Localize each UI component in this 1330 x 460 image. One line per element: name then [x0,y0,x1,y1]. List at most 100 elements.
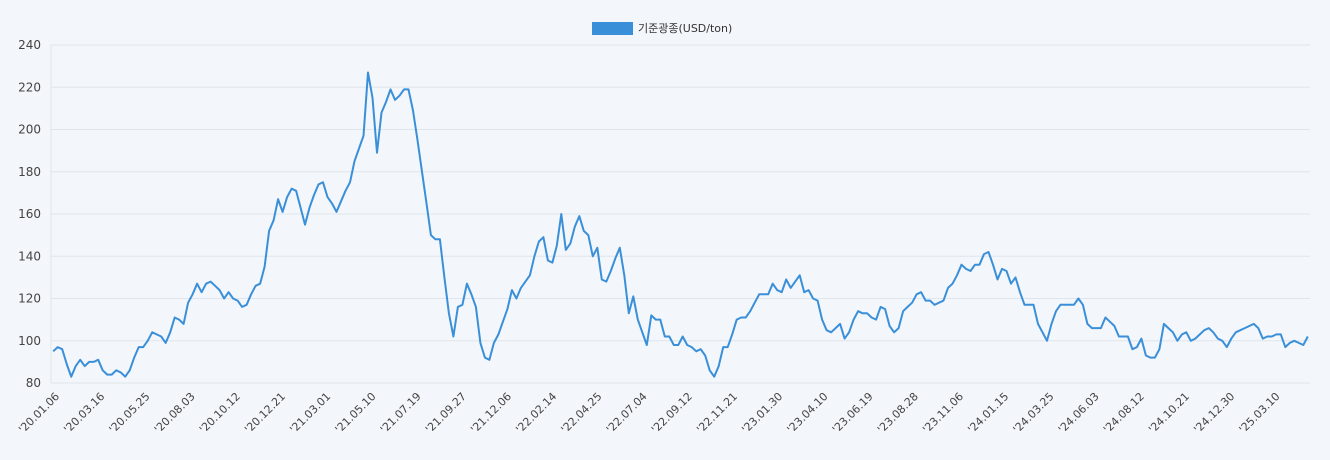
data-point[interactable] [846,329,852,335]
data-point[interactable] [437,236,443,242]
data-point[interactable] [666,334,672,340]
data-point[interactable] [1192,336,1198,342]
data-point[interactable] [495,331,501,337]
data-point[interactable] [370,95,376,101]
data-point[interactable] [284,194,290,200]
data-point[interactable] [73,363,79,369]
data-point[interactable] [450,334,456,340]
data-point[interactable] [1075,296,1081,302]
data-point[interactable] [959,262,965,268]
data-point[interactable] [1102,315,1108,321]
data-point[interactable] [77,357,83,363]
data-point[interactable] [329,200,335,206]
data-point[interactable] [293,188,299,194]
data-point[interactable] [837,321,843,327]
data-point[interactable] [158,334,164,340]
data-point[interactable] [131,355,137,361]
data-point[interactable] [441,274,447,280]
data-point[interactable] [244,302,250,308]
data-point[interactable] [1255,325,1261,331]
data-point[interactable] [1282,344,1288,350]
data-point[interactable] [468,291,474,297]
data-point[interactable] [819,317,825,323]
data-point[interactable] [576,213,582,219]
data-point[interactable] [1053,308,1059,314]
data-point[interactable] [1165,325,1171,331]
data-point[interactable] [163,340,169,346]
data-point[interactable] [747,308,753,314]
data-point[interactable] [945,285,951,291]
data-point[interactable] [325,194,331,200]
data-point[interactable] [1071,302,1077,308]
data-point[interactable] [280,209,286,215]
data-point[interactable] [459,302,465,308]
data-point[interactable] [1049,321,1055,327]
data-point[interactable] [338,198,344,204]
data-point[interactable] [675,342,681,348]
data-point[interactable] [954,272,960,278]
data-point[interactable] [689,344,695,350]
data-point[interactable] [406,86,412,92]
data-point[interactable] [909,300,915,306]
data-point[interactable] [590,253,596,259]
data-point[interactable] [743,315,749,321]
data-point[interactable] [1084,321,1090,327]
data-point[interactable] [644,342,650,348]
data-point[interactable] [527,272,533,278]
data-point[interactable] [257,281,263,287]
data-point[interactable] [1008,281,1014,287]
data-point[interactable] [1206,325,1212,331]
data-point[interactable] [1228,336,1234,342]
data-point[interactable] [887,323,893,329]
data-point[interactable] [167,329,173,335]
data-point[interactable] [554,243,560,249]
data-point[interactable] [995,277,1001,283]
data-point[interactable] [900,308,906,314]
data-point[interactable] [1251,321,1257,327]
data-point[interactable] [419,169,425,175]
data-point[interactable] [464,281,470,287]
data-point[interactable] [181,321,187,327]
data-point[interactable] [226,289,232,295]
data-point[interactable] [1017,289,1023,295]
data-point[interactable] [986,249,992,255]
data-point[interactable] [100,367,106,373]
data-point[interactable] [729,331,735,337]
data-point[interactable] [176,317,182,323]
data-point[interactable] [140,344,146,350]
data-point[interactable] [1305,334,1311,340]
data-point[interactable] [1035,321,1041,327]
data-point[interactable] [127,367,133,373]
data-point[interactable] [770,281,776,287]
data-point[interactable] [1031,302,1037,308]
data-point[interactable] [383,99,389,105]
data-point[interactable] [208,279,214,285]
data-point[interactable] [1174,338,1180,344]
data-point[interactable] [549,260,555,266]
data-point[interactable] [648,312,654,318]
data-point[interactable] [1138,336,1144,342]
data-point[interactable] [500,319,506,325]
data-point[interactable] [1111,323,1117,329]
data-point[interactable] [95,357,101,363]
data-point[interactable] [473,304,479,310]
data-point[interactable] [415,137,421,143]
data-point[interactable] [828,329,834,335]
data-point[interactable] [221,296,227,302]
data-point[interactable] [698,346,704,352]
data-point[interactable] [968,268,974,274]
data-point[interactable] [1183,329,1189,335]
data-point[interactable] [1013,274,1019,280]
data-point[interactable] [680,334,686,340]
data-point[interactable] [145,338,151,344]
data-point[interactable] [1156,346,1162,352]
data-point[interactable] [1152,355,1158,361]
data-point[interactable] [792,279,798,285]
data-point[interactable] [977,262,983,268]
data-point[interactable] [302,222,308,228]
data-point[interactable] [864,310,870,316]
data-point[interactable] [248,291,254,297]
data-point[interactable] [109,372,115,378]
data-point[interactable] [118,369,124,375]
data-point[interactable] [752,300,758,306]
